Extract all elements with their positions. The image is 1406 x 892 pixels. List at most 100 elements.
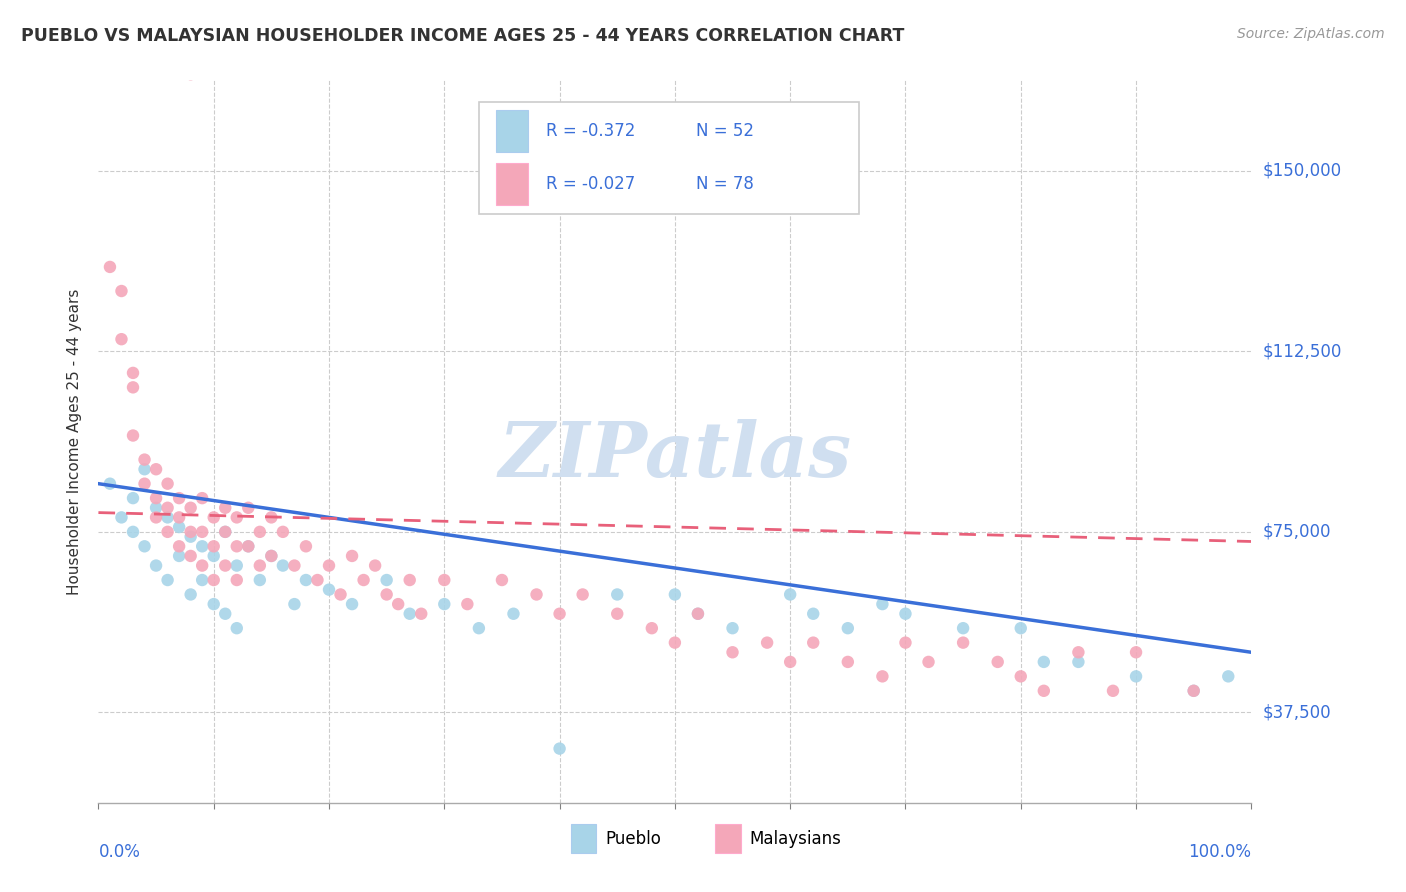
Point	[249, 558, 271, 573]
Point	[433, 597, 456, 611]
Point	[122, 428, 145, 442]
Point	[180, 549, 202, 563]
Text: Malaysians: Malaysians	[749, 830, 842, 848]
Point	[641, 621, 664, 635]
Point	[238, 500, 260, 515]
Point	[145, 510, 167, 524]
Text: Pueblo: Pueblo	[606, 830, 662, 848]
Point	[134, 452, 156, 467]
Point	[214, 500, 236, 515]
Point	[548, 607, 571, 621]
Point	[283, 558, 305, 573]
Point	[156, 573, 179, 587]
Point	[779, 587, 801, 601]
Point	[1102, 683, 1125, 698]
Point	[340, 549, 363, 563]
Point	[721, 621, 744, 635]
Point	[456, 597, 478, 611]
Point	[225, 621, 247, 635]
Point	[167, 549, 190, 563]
Point	[98, 260, 121, 274]
Point	[606, 587, 628, 601]
FancyBboxPatch shape	[496, 163, 529, 205]
Text: PUEBLO VS MALAYSIAN HOUSEHOLDER INCOME AGES 25 - 44 YEARS CORRELATION CHART: PUEBLO VS MALAYSIAN HOUSEHOLDER INCOME A…	[21, 27, 904, 45]
Text: $112,500: $112,500	[1263, 343, 1341, 360]
Point	[987, 655, 1010, 669]
Point	[502, 607, 524, 621]
Point	[952, 635, 974, 649]
Point	[202, 510, 225, 524]
Point	[664, 587, 686, 601]
Point	[801, 607, 824, 621]
Point	[398, 607, 420, 621]
Text: ZIPatlas: ZIPatlas	[498, 419, 852, 493]
Point	[156, 510, 179, 524]
Point	[318, 558, 340, 573]
Point	[1067, 645, 1090, 659]
Point	[214, 607, 236, 621]
Point	[202, 597, 225, 611]
Point	[295, 539, 318, 553]
Point	[225, 573, 247, 587]
Point	[375, 573, 398, 587]
Text: R = -0.372: R = -0.372	[546, 122, 636, 140]
Point	[491, 573, 513, 587]
Point	[260, 549, 283, 563]
FancyBboxPatch shape	[716, 824, 741, 854]
Point	[202, 573, 225, 587]
Point	[340, 597, 363, 611]
Point	[686, 607, 709, 621]
Point	[202, 549, 225, 563]
Point	[180, 67, 202, 81]
Point	[202, 539, 225, 553]
Point	[1010, 669, 1032, 683]
Point	[145, 558, 167, 573]
Point	[167, 491, 190, 505]
Point	[1218, 669, 1240, 683]
Point	[156, 500, 179, 515]
Text: R = -0.027: R = -0.027	[546, 175, 636, 193]
Point	[225, 539, 247, 553]
Point	[191, 539, 214, 553]
Point	[468, 621, 491, 635]
Point	[191, 524, 214, 539]
Point	[318, 582, 340, 597]
Point	[329, 587, 352, 601]
Point	[952, 621, 974, 635]
Point	[664, 635, 686, 649]
Point	[180, 524, 202, 539]
Text: 100.0%: 100.0%	[1188, 843, 1251, 861]
Point	[721, 645, 744, 659]
Text: $37,500: $37,500	[1263, 704, 1331, 722]
Point	[433, 573, 456, 587]
Point	[225, 558, 247, 573]
Point	[398, 573, 420, 587]
FancyBboxPatch shape	[479, 102, 859, 214]
Point	[894, 607, 917, 621]
Text: 0.0%: 0.0%	[98, 843, 141, 861]
Point	[238, 539, 260, 553]
Point	[837, 655, 859, 669]
Point	[1032, 655, 1054, 669]
Point	[260, 549, 283, 563]
Point	[1067, 655, 1090, 669]
FancyBboxPatch shape	[496, 111, 529, 153]
Point	[156, 524, 179, 539]
Point	[271, 524, 294, 539]
Point	[249, 573, 271, 587]
Text: N = 78: N = 78	[696, 175, 754, 193]
Point	[375, 587, 398, 601]
Point	[526, 587, 548, 601]
Point	[122, 491, 145, 505]
Point	[122, 524, 145, 539]
Point	[110, 284, 132, 298]
Point	[1182, 683, 1205, 698]
Point	[353, 573, 375, 587]
Point	[295, 573, 318, 587]
Point	[411, 607, 433, 621]
Point	[98, 476, 121, 491]
Point	[1125, 669, 1147, 683]
Point	[837, 621, 859, 635]
Point	[271, 558, 294, 573]
Point	[548, 741, 571, 756]
